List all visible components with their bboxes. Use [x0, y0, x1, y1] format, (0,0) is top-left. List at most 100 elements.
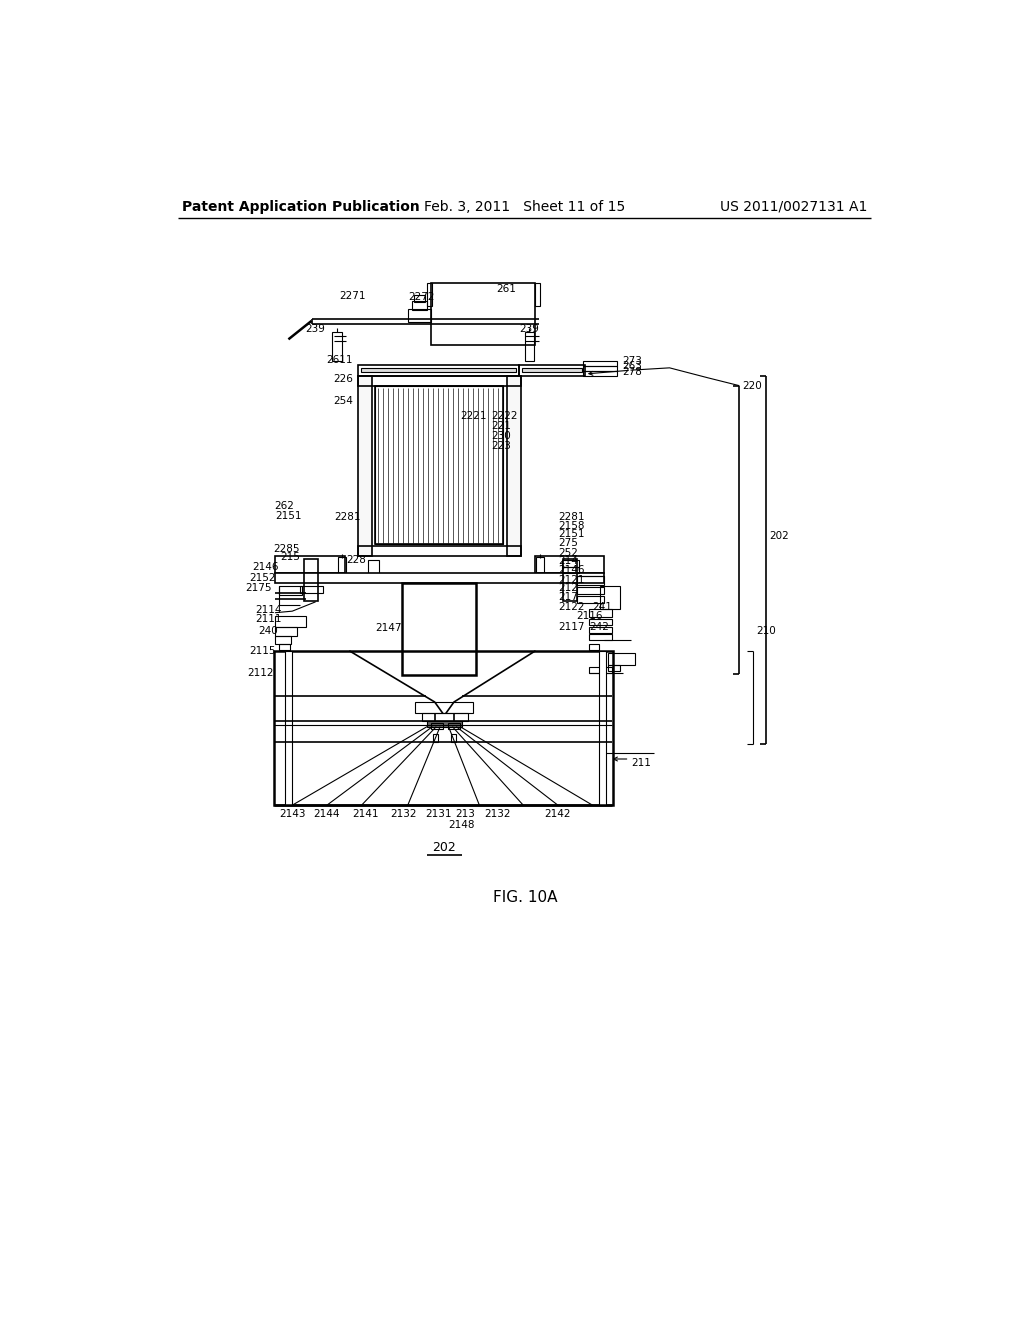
Text: 214: 214 — [558, 556, 578, 566]
Text: 2122: 2122 — [558, 602, 585, 611]
Text: 2143: 2143 — [279, 809, 305, 820]
Bar — [333, 331, 342, 360]
Text: 2132: 2132 — [391, 809, 417, 820]
Text: 2221: 2221 — [460, 412, 486, 421]
Text: 2281: 2281 — [335, 512, 361, 523]
Text: 211: 211 — [631, 758, 651, 768]
Bar — [376, 387, 503, 544]
Text: 2147: 2147 — [375, 623, 401, 634]
Bar — [433, 734, 438, 742]
Bar — [339, 557, 346, 573]
Bar — [273, 651, 612, 805]
Bar — [368, 560, 379, 573]
Text: 202: 202 — [770, 531, 790, 541]
Text: 213: 213 — [456, 809, 475, 820]
Text: FIG. 10A: FIG. 10A — [493, 890, 557, 906]
Text: 2285: 2285 — [273, 544, 300, 554]
Text: 228: 228 — [346, 556, 367, 565]
Bar — [589, 644, 599, 649]
Bar — [280, 586, 302, 595]
Bar — [376, 387, 503, 544]
Text: 2141: 2141 — [352, 809, 379, 820]
Text: 202: 202 — [432, 841, 456, 854]
Text: 2112: 2112 — [247, 668, 273, 677]
Text: 2146: 2146 — [253, 561, 280, 572]
Bar — [589, 667, 611, 673]
Text: 2142: 2142 — [545, 809, 571, 820]
Bar — [507, 376, 521, 557]
Bar — [563, 558, 578, 601]
Text: 263: 263 — [622, 362, 642, 371]
Text: 240: 240 — [259, 626, 279, 636]
Bar — [408, 309, 431, 322]
Text: 239: 239 — [305, 325, 326, 334]
Text: 226: 226 — [333, 375, 353, 384]
Bar — [608, 653, 635, 665]
Text: 230: 230 — [490, 432, 511, 441]
Bar — [414, 294, 425, 302]
Bar — [357, 364, 519, 376]
Text: 2114: 2114 — [256, 605, 283, 615]
Bar — [578, 586, 604, 594]
Text: 2121: 2121 — [558, 574, 585, 585]
Bar — [583, 371, 617, 376]
Text: 215: 215 — [281, 552, 300, 562]
Bar — [562, 560, 579, 566]
Bar — [304, 558, 317, 601]
Text: 275: 275 — [558, 539, 578, 548]
Text: 2151: 2151 — [558, 529, 585, 539]
Bar — [608, 665, 620, 671]
Bar — [589, 627, 611, 632]
Bar — [524, 331, 535, 360]
Bar — [275, 573, 604, 582]
Text: 212: 212 — [558, 583, 578, 593]
Bar — [535, 284, 541, 306]
Bar — [578, 576, 604, 585]
Bar — [427, 284, 432, 306]
Bar — [422, 713, 468, 721]
Bar — [412, 301, 427, 310]
Text: US 2011/0027131 A1: US 2011/0027131 A1 — [720, 199, 867, 214]
Text: 2144: 2144 — [313, 809, 340, 820]
Text: 2158: 2158 — [558, 520, 585, 531]
Bar — [562, 566, 579, 573]
Text: 2272: 2272 — [408, 292, 434, 302]
Text: 239: 239 — [519, 325, 540, 334]
Text: 217: 217 — [558, 593, 578, 602]
Bar — [431, 284, 535, 345]
Bar — [447, 723, 460, 729]
Bar — [416, 702, 473, 713]
Text: 262: 262 — [274, 502, 295, 511]
Text: 220: 220 — [742, 381, 763, 391]
Bar — [275, 615, 306, 627]
Bar — [537, 557, 544, 573]
Bar — [275, 636, 291, 644]
Text: 2115: 2115 — [250, 647, 276, 656]
Bar — [300, 586, 323, 594]
Text: 252: 252 — [558, 548, 578, 557]
Text: 254: 254 — [333, 396, 353, 407]
Bar — [285, 651, 292, 805]
Text: 278: 278 — [622, 367, 642, 378]
Bar — [589, 619, 611, 626]
Bar — [280, 644, 290, 649]
Text: 2117: 2117 — [558, 622, 585, 631]
Text: 2148: 2148 — [449, 820, 475, 830]
Text: 261: 261 — [497, 284, 516, 294]
Bar — [275, 627, 297, 636]
Text: 2175: 2175 — [245, 583, 271, 593]
Text: 2222: 2222 — [490, 412, 517, 421]
Text: 223: 223 — [490, 441, 511, 451]
Bar — [357, 376, 372, 557]
Text: 2146: 2146 — [558, 565, 585, 576]
Text: 2131: 2131 — [425, 809, 452, 820]
Bar — [451, 734, 456, 742]
Text: 273: 273 — [622, 356, 642, 366]
Bar — [427, 721, 463, 726]
Text: 241: 241 — [593, 602, 612, 611]
Text: 242: 242 — [590, 622, 609, 631]
Bar — [583, 360, 617, 366]
Text: 2132: 2132 — [483, 809, 510, 820]
Text: 221: 221 — [490, 421, 511, 432]
Bar — [589, 635, 611, 640]
